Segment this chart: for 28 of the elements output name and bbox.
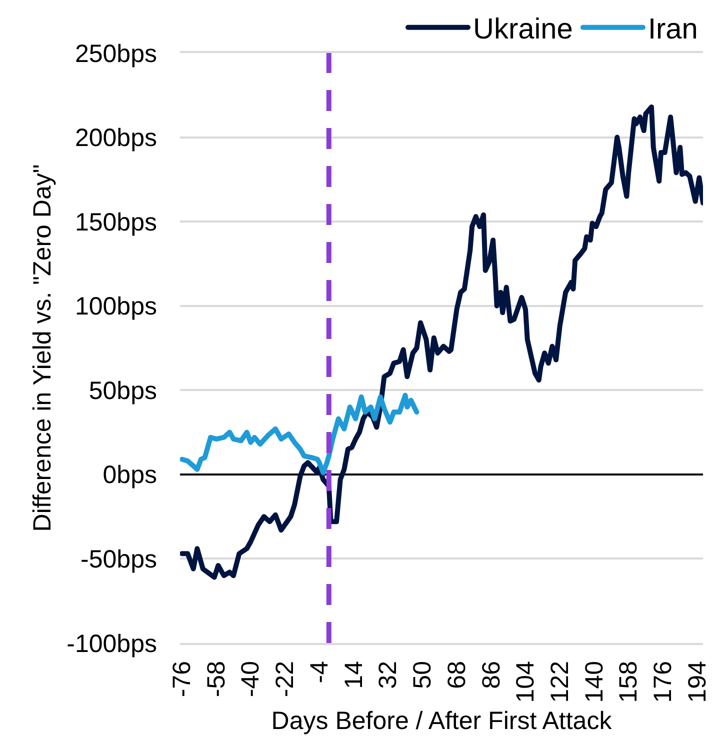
y-tick-label: 150bps <box>74 208 157 236</box>
y-tick-label: 200bps <box>74 124 157 152</box>
y-tick-label: 50bps <box>88 376 157 405</box>
x-tick-label: -40 <box>236 661 265 698</box>
x-tick-label: 86 <box>477 661 506 689</box>
legend-label: Ukraine <box>473 14 573 46</box>
x-tick-label: -76 <box>168 661 196 698</box>
x-tick-label: 32 <box>374 661 402 689</box>
x-tick-label: 104 <box>512 660 540 703</box>
legend-label: Iran <box>648 14 698 46</box>
x-tick-label: 194 <box>683 660 712 703</box>
y-tick-label: -50bps <box>80 545 157 574</box>
y-tick-label: 100bps <box>74 292 157 321</box>
y-tick-label: 250bps <box>74 40 157 68</box>
x-tick-label: 68 <box>442 661 471 689</box>
y-tick-label: 0bps <box>102 461 157 490</box>
x-tick-label: -58 <box>202 661 230 698</box>
x-axis-title: Days Before / After First Attack <box>271 707 612 736</box>
x-tick-label: -4 <box>305 660 334 684</box>
x-tick-label: -22 <box>271 661 300 698</box>
x-tick-label: 176 <box>649 661 678 703</box>
x-tick-label: 50 <box>408 661 437 689</box>
x-tick-label: 140 <box>580 661 608 703</box>
x-tick-label: 14 <box>340 660 368 689</box>
x-tick-label: 122 <box>546 661 574 703</box>
y-tick-label: -100bps <box>66 630 157 658</box>
x-tick-label: 158 <box>614 661 643 703</box>
y-axis-title: Difference in Yield vs. "Zero Day" <box>28 164 56 532</box>
